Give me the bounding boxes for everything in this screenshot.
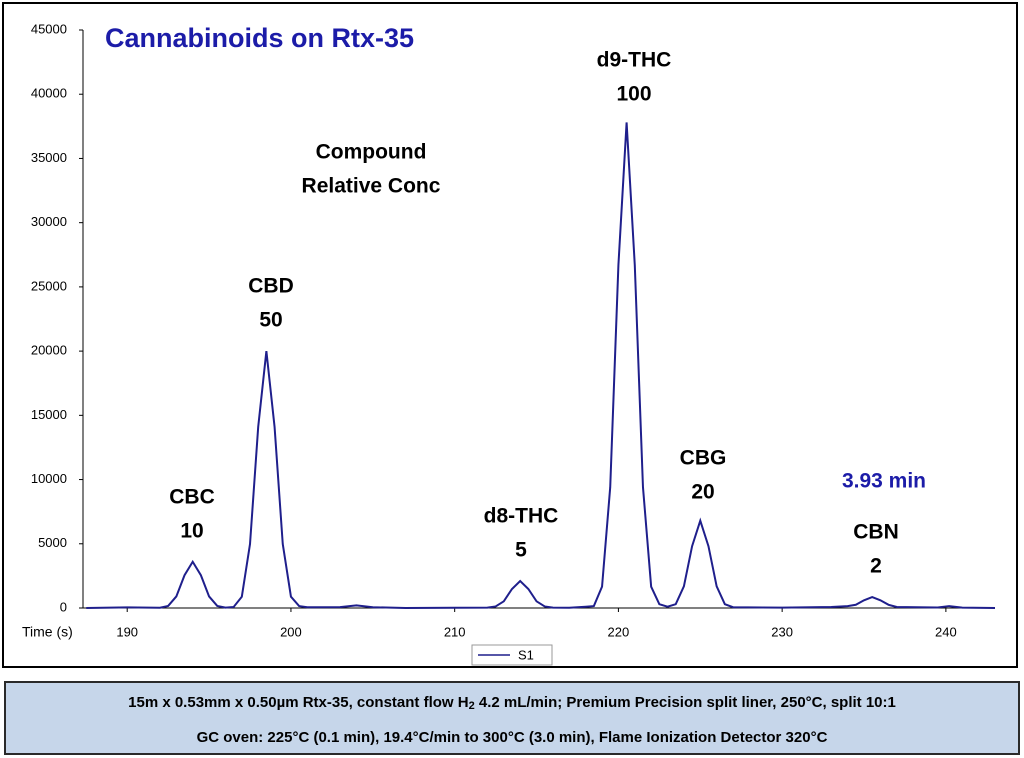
- chart-frame: [2, 2, 1018, 668]
- y-tick-label: 20000: [31, 343, 67, 358]
- peak-name: CBN: [853, 521, 899, 544]
- x-axis-label: Time (s): [22, 624, 73, 640]
- footer-line1: 15m x 0.53mm x 0.50µm Rtx-35, constant f…: [128, 694, 896, 712]
- series-line: [86, 122, 996, 610]
- x-tick-label: 230: [771, 624, 793, 639]
- footer-text: 4.2 mL/min; Premium Precision split line…: [475, 694, 896, 711]
- footer-text: 15m x 0.53mm x 0.50µm Rtx-35, constant f…: [128, 694, 468, 711]
- annotation: Compound: [316, 141, 427, 164]
- peak-name: CBG: [680, 447, 727, 470]
- legend-box: [471, 644, 553, 666]
- x-tick-label: 200: [280, 624, 302, 639]
- footer-box: [4, 681, 1020, 755]
- y-tick-label: 35000: [31, 150, 67, 165]
- peak-conc: 50: [259, 309, 282, 332]
- peak-conc: 5: [515, 539, 527, 562]
- y-tick-label: 30000: [31, 214, 67, 229]
- x-tick-label: 190: [116, 624, 138, 639]
- annotation: Relative Conc: [302, 175, 441, 198]
- annotation: 3.93 min: [842, 470, 926, 493]
- peak-name: d8-THC: [484, 505, 559, 528]
- peak-name: CBC: [169, 486, 215, 509]
- peak-conc: 10: [180, 520, 203, 543]
- peak-conc: 20: [691, 481, 714, 504]
- y-tick-label: 15000: [31, 407, 67, 422]
- y-tick-label: 5000: [38, 535, 67, 550]
- x-tick-label: 210: [444, 624, 466, 639]
- y-tick-label: 45000: [31, 21, 67, 36]
- y-tick-label: 25000: [31, 278, 67, 293]
- y-tick-label: 10000: [31, 471, 67, 486]
- y-tick-label: 0: [60, 599, 67, 614]
- footer-line2: GC oven: 225°C (0.1 min), 19.4°C/min to …: [197, 729, 828, 746]
- x-tick-label: 240: [935, 624, 957, 639]
- x-tick-label: 220: [608, 624, 630, 639]
- footer-subscript: 2: [469, 700, 475, 712]
- peak-name: d9-THC: [597, 49, 672, 72]
- peak-conc: 100: [616, 83, 651, 106]
- y-tick-label: 40000: [31, 86, 67, 101]
- chart-title: Cannabinoids on Rtx-35: [105, 23, 414, 53]
- legend-label: S1: [518, 647, 534, 662]
- peak-conc: 2: [870, 555, 882, 578]
- peak-name: CBD: [248, 275, 294, 298]
